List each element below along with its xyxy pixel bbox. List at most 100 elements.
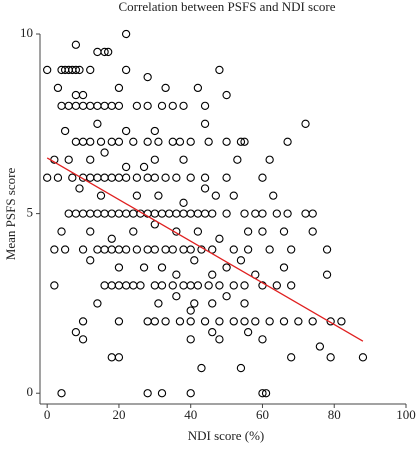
point: [193, 281, 203, 290]
point: [157, 263, 167, 272]
point: [107, 353, 116, 362]
point: [136, 281, 145, 290]
point: [139, 162, 149, 172]
point: [161, 83, 170, 93]
point: [93, 173, 102, 182]
point: [64, 209, 73, 218]
point: [168, 281, 177, 290]
x-tick-label: 60: [256, 407, 269, 422]
point: [60, 126, 70, 136]
point: [186, 317, 195, 326]
point: [222, 90, 231, 100]
point: [265, 155, 274, 164]
point: [308, 209, 317, 218]
point: [78, 137, 88, 146]
x-tick-label: 0: [44, 407, 51, 422]
point: [100, 281, 109, 290]
point: [258, 227, 267, 236]
point: [114, 353, 124, 362]
point: [143, 173, 152, 182]
point: [150, 209, 159, 218]
point: [179, 209, 188, 218]
point: [86, 65, 95, 75]
point: [208, 209, 217, 218]
point: [322, 270, 332, 279]
point: [100, 245, 109, 254]
point: [121, 126, 131, 136]
point: [204, 137, 213, 146]
point: [215, 234, 224, 243]
point: [200, 209, 210, 218]
point: [294, 317, 303, 326]
point: [240, 299, 249, 308]
point: [157, 281, 167, 290]
point: [129, 227, 138, 236]
point: [114, 209, 124, 218]
point: [208, 299, 217, 308]
trend-line: [46, 157, 364, 342]
point: [272, 281, 281, 290]
point: [107, 101, 116, 110]
y-tick-label: 5: [27, 205, 34, 220]
point: [100, 101, 109, 110]
point: [186, 173, 195, 182]
point: [265, 317, 274, 326]
point: [179, 155, 188, 164]
x-tick-label: 80: [328, 407, 341, 422]
point: [283, 137, 292, 146]
point: [107, 234, 116, 243]
point: [229, 245, 238, 254]
point: [172, 227, 181, 236]
point: [337, 317, 346, 326]
point: [93, 119, 102, 128]
point: [172, 209, 181, 218]
point: [78, 317, 88, 326]
point: [150, 173, 159, 182]
point: [186, 209, 195, 218]
point: [78, 90, 88, 100]
point: [200, 317, 210, 326]
point: [301, 119, 310, 128]
point: [154, 299, 163, 308]
point: [322, 245, 332, 254]
point: [86, 137, 95, 146]
point: [78, 101, 88, 110]
point: [186, 245, 195, 254]
point: [172, 292, 181, 301]
point: [258, 209, 267, 218]
point: [114, 263, 124, 272]
point: [78, 335, 88, 344]
point: [114, 83, 124, 93]
point: [100, 209, 109, 218]
point: [50, 281, 59, 290]
point: [193, 83, 203, 93]
point: [114, 173, 124, 182]
point: [229, 281, 238, 290]
point: [96, 137, 106, 146]
point: [172, 270, 181, 279]
point: [215, 281, 224, 290]
point: [236, 137, 246, 146]
point: [161, 245, 170, 254]
point: [193, 209, 203, 218]
point: [222, 292, 231, 301]
point: [186, 137, 195, 146]
point: [240, 137, 249, 146]
point: [236, 363, 246, 373]
point: [86, 173, 95, 182]
point: [64, 101, 73, 110]
point: [175, 317, 185, 326]
point: [168, 245, 177, 254]
point: [71, 328, 81, 337]
point: [114, 101, 124, 110]
x-axis-label: NDI score (%): [188, 428, 265, 443]
point: [240, 317, 249, 326]
point: [132, 173, 142, 182]
point: [287, 353, 296, 362]
point: [78, 245, 88, 254]
x-tick-label: 20: [112, 407, 125, 422]
point: [179, 198, 188, 207]
x-tick-label: 100: [396, 407, 416, 422]
